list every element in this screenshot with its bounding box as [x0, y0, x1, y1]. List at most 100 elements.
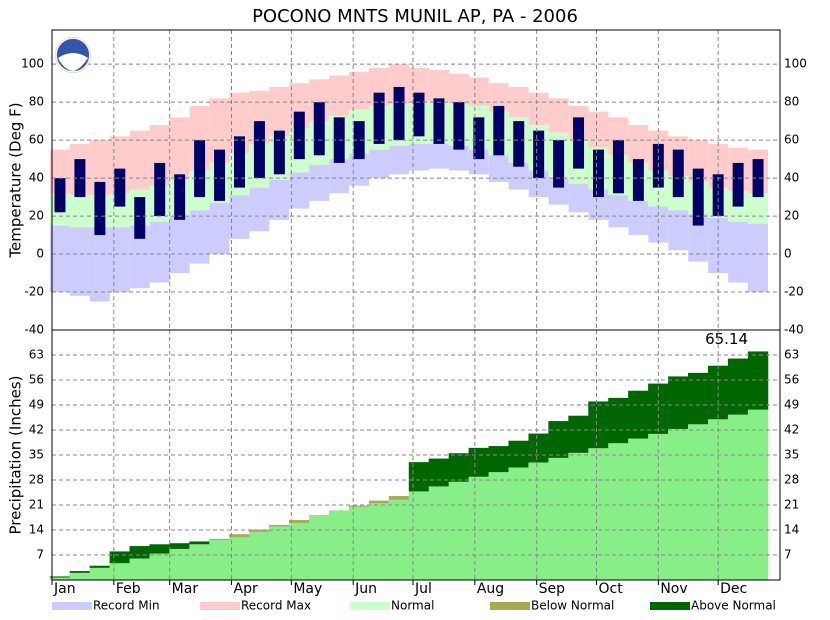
- above-normal-bar: [608, 397, 629, 444]
- record-min-bar: [409, 143, 429, 171]
- record-min-bar: [688, 214, 709, 262]
- above-normal-bar: [508, 440, 529, 468]
- above-normal-bar: [588, 401, 609, 449]
- y-axis-label: Temperature (Deg F): [7, 102, 25, 258]
- above-normal-bar: [707, 365, 729, 420]
- normal-bar: [69, 195, 90, 228]
- observed-bar: [253, 121, 265, 179]
- legend-swatch: [350, 602, 390, 610]
- y-tick-label: 100: [21, 57, 44, 71]
- y-tick-label: -20: [24, 285, 44, 299]
- above-normal-bar: [747, 351, 769, 410]
- y2-tick-label: 7: [784, 548, 792, 562]
- record-min-bar: [369, 149, 390, 179]
- record-min-bar: [289, 172, 310, 209]
- record-min-bar: [89, 227, 110, 302]
- record-min-bar: [149, 221, 170, 283]
- record-min-bar: [69, 227, 90, 296]
- normal-precip-bar: [468, 476, 490, 580]
- y2-tick-label: 14: [784, 523, 799, 537]
- above-normal-bar: [49, 576, 71, 578]
- above-normal-bar: [668, 376, 689, 429]
- record-max-bar: [89, 140, 110, 196]
- observed-bar: [593, 149, 604, 198]
- noaa-logo: [55, 37, 91, 73]
- observed-bar: [473, 117, 485, 160]
- legend-label: Below Normal: [531, 599, 614, 613]
- x-tick-label: Nov: [660, 581, 687, 597]
- y2-tick-label: 40: [784, 171, 799, 185]
- y2-tick-label: -20: [784, 285, 804, 299]
- normal-precip-bar: [169, 548, 190, 580]
- plot-area: -40 -40 -20 -20 0 0 20 20 40 40 60 60 80 80 100 100 65.1…: [21, 30, 807, 613]
- record-max-bar: [428, 69, 449, 103]
- record-min-bar: [668, 210, 689, 251]
- normal-precip-bar: [608, 443, 629, 580]
- normal-precip-bar: [727, 414, 749, 580]
- normal-precip-bar: [668, 428, 689, 580]
- record-max-bar: [588, 111, 609, 148]
- normal-bar: [748, 193, 769, 224]
- y-tick-label: -40: [24, 323, 44, 337]
- normal-precip-bar: [688, 424, 709, 580]
- y-tick-label: 0: [36, 247, 44, 261]
- observed-bar: [553, 140, 565, 188]
- y2-tick-label: 49: [784, 398, 799, 412]
- above-normal-bar: [528, 433, 549, 463]
- observed-bar: [612, 140, 624, 194]
- normal-precip-bar: [309, 515, 330, 580]
- record-max-bar: [329, 75, 350, 116]
- y-tick-label: 20: [29, 209, 44, 223]
- observed-bar: [712, 174, 724, 217]
- x-tick-label: Mar: [172, 581, 199, 597]
- record-max-bar: [508, 86, 529, 118]
- observed-bar: [752, 159, 764, 198]
- above-normal-bar: [468, 447, 490, 477]
- normal-precip-bar: [388, 496, 410, 580]
- y2-tick-label: 20: [784, 209, 799, 223]
- y-tick-label: 28: [29, 473, 44, 487]
- observed-bar: [174, 174, 186, 220]
- observed-bar: [672, 149, 684, 198]
- record-min-bar: [329, 159, 350, 194]
- normal-precip-bar: [149, 553, 170, 580]
- y-tick-label: 63: [29, 348, 44, 362]
- y-tick-label: 60: [29, 133, 44, 147]
- record-max-bar: [209, 98, 230, 163]
- y-axis-label: Precipitation (Inches): [7, 376, 25, 535]
- y2-tick-label: 63: [784, 348, 799, 362]
- above-normal-bar: [69, 571, 91, 573]
- record-min-bar: [728, 221, 749, 283]
- y2-tick-label: 35: [784, 448, 799, 462]
- record-max-bar: [628, 124, 649, 163]
- above-normal-bar: [169, 543, 190, 549]
- normal-precip-bar: [528, 462, 549, 580]
- record-min-bar: [628, 200, 649, 236]
- y2-tick-label: 0: [784, 247, 792, 261]
- below-normal-bar: [368, 500, 390, 504]
- above-normal-bar: [488, 446, 509, 473]
- y-tick-label: 56: [29, 373, 44, 387]
- legend-label: Record Max: [241, 599, 311, 613]
- normal-precip-bar: [508, 467, 529, 580]
- record-max-bar: [269, 86, 290, 137]
- observed-bar: [533, 130, 545, 179]
- observed-bar: [313, 102, 325, 156]
- below-normal-bar: [348, 505, 370, 507]
- above-normal-bar: [129, 546, 150, 559]
- y2-tick-label: -40: [784, 323, 804, 337]
- record-max-bar: [468, 77, 489, 106]
- y-tick-label: 35: [29, 448, 44, 462]
- record-min-bar: [508, 162, 529, 190]
- y-tick-label: 49: [29, 398, 44, 412]
- above-normal-bar: [628, 390, 649, 439]
- normal-precip-bar: [69, 572, 91, 580]
- legend-label: Above Normal: [691, 599, 776, 613]
- legend-label: Record Min: [93, 599, 160, 613]
- record-min-bar: [608, 195, 629, 228]
- x-tick-label: Oct: [599, 581, 624, 597]
- record-max-bar: [548, 98, 569, 133]
- normal-precip-bar: [348, 505, 370, 580]
- record-min-bar: [428, 143, 449, 169]
